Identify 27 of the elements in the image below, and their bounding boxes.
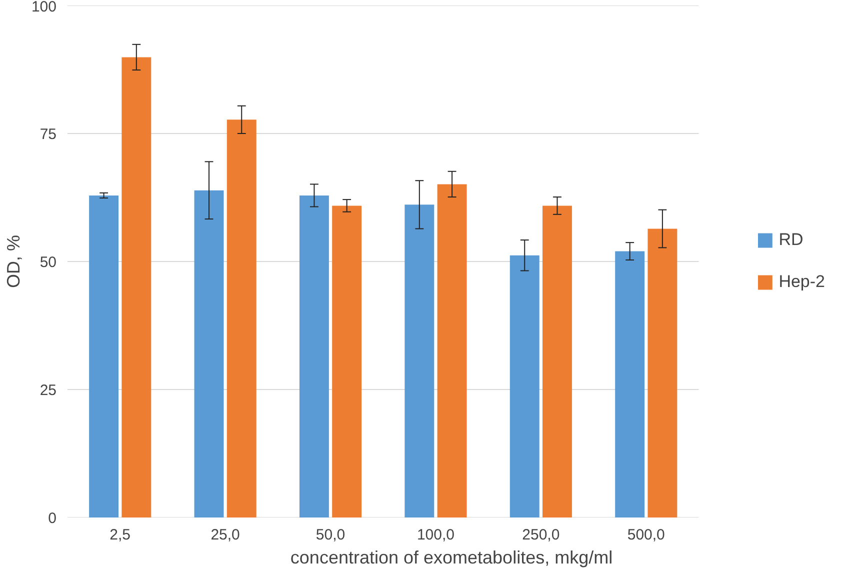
bar [404,204,434,518]
bar [542,206,572,518]
y-tick-label: 25 [40,382,57,399]
x-tick-label: 25,0 [210,526,240,544]
x-tick-label: 250,0 [522,526,560,544]
x-tick-label: 500,0 [627,526,665,544]
y-axis-title: OD, % [3,234,24,288]
bar [332,206,362,518]
bar [122,57,152,518]
y-tick-label: 75 [40,126,57,143]
y-tick-label: 0 [48,510,56,527]
bar [299,195,329,518]
x-tick-label: 50,0 [316,526,346,544]
y-tick-label: 50 [40,254,57,271]
bar [615,251,645,518]
x-axis-title: concentration of exometabolites, mkg/ml [290,548,613,568]
bar [226,120,256,518]
x-tick-label: 2,5 [110,526,131,544]
y-tick-label: 100 [31,0,57,16]
bar [89,195,119,518]
bar [648,228,678,518]
x-tick-label: 100,0 [416,526,454,544]
legend-label: RD [778,230,804,250]
bar [510,255,540,518]
bar [194,190,224,518]
legend-label: Hep-2 [778,272,825,292]
bar [437,184,467,518]
